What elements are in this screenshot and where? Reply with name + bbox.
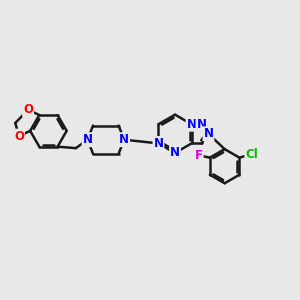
Text: N: N bbox=[119, 133, 129, 146]
Text: N: N bbox=[82, 133, 93, 146]
Text: N: N bbox=[187, 118, 196, 131]
Text: F: F bbox=[195, 149, 203, 162]
Text: N: N bbox=[203, 127, 213, 140]
Text: N: N bbox=[154, 137, 164, 150]
Text: O: O bbox=[14, 130, 24, 143]
Text: Cl: Cl bbox=[245, 148, 258, 160]
Text: N: N bbox=[196, 118, 207, 131]
Text: N: N bbox=[170, 146, 180, 159]
Text: O: O bbox=[23, 103, 33, 116]
